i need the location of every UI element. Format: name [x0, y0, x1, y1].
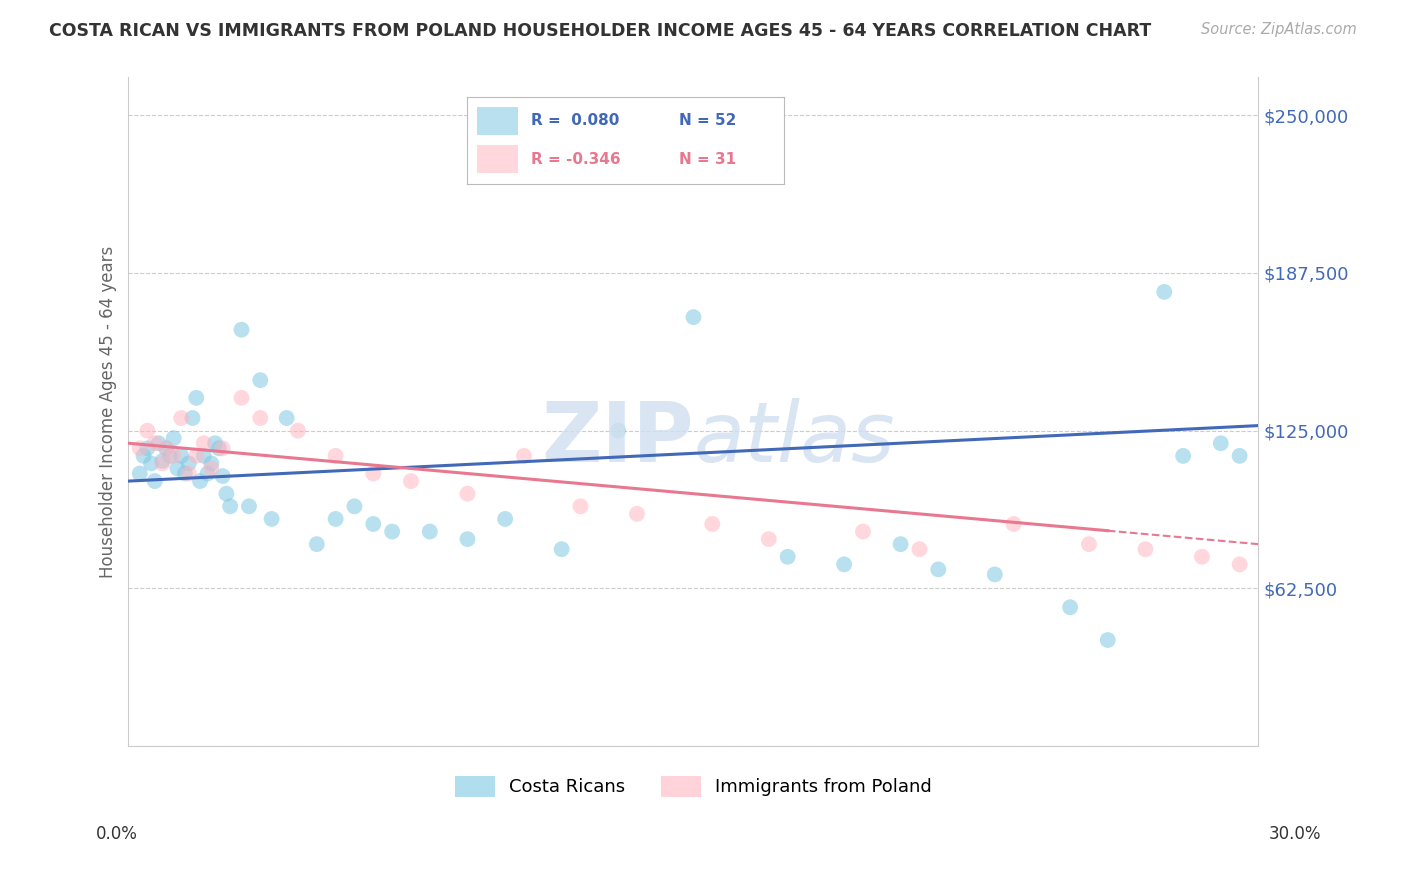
Point	[1135, 542, 1157, 557]
Point	[211, 469, 233, 483]
Point	[163, 431, 186, 445]
Point	[1002, 516, 1025, 531]
Point	[211, 442, 233, 456]
Point	[215, 486, 238, 500]
Point	[143, 436, 166, 450]
Y-axis label: Householder Income Ages 45 - 64 years: Householder Income Ages 45 - 64 years	[100, 245, 117, 578]
Point	[908, 542, 931, 557]
Point	[177, 467, 200, 481]
Point	[1078, 537, 1101, 551]
Point	[513, 449, 536, 463]
Point	[363, 516, 385, 531]
Point	[456, 532, 478, 546]
Point	[343, 500, 366, 514]
Point	[136, 424, 159, 438]
Point	[1097, 633, 1119, 648]
Point	[399, 474, 422, 488]
Point	[208, 442, 231, 456]
Point	[758, 532, 780, 546]
Point	[139, 457, 162, 471]
Point	[200, 461, 222, 475]
Point	[188, 474, 211, 488]
Point	[150, 454, 173, 468]
Point	[1229, 558, 1251, 572]
Point	[193, 436, 215, 450]
Text: 30.0%: 30.0%	[1270, 825, 1322, 843]
Point	[204, 436, 226, 450]
Legend: Costa Ricans, Immigrants from Poland: Costa Ricans, Immigrants from Poland	[447, 769, 939, 804]
Point	[128, 467, 150, 481]
Point	[456, 486, 478, 500]
Point	[325, 449, 347, 463]
Point	[132, 449, 155, 463]
Point	[143, 474, 166, 488]
Point	[305, 537, 328, 551]
Point	[177, 457, 200, 471]
Point	[170, 449, 193, 463]
Point	[197, 467, 219, 481]
Point	[287, 424, 309, 438]
Text: COSTA RICAN VS IMMIGRANTS FROM POLAND HOUSEHOLDER INCOME AGES 45 - 64 YEARS CORR: COSTA RICAN VS IMMIGRANTS FROM POLAND HO…	[49, 22, 1152, 40]
Point	[155, 442, 177, 456]
Point	[1153, 285, 1175, 299]
Point	[128, 442, 150, 456]
Point	[219, 500, 242, 514]
Point	[852, 524, 875, 539]
Text: ZIP: ZIP	[541, 398, 693, 479]
Point	[363, 467, 385, 481]
Point	[832, 558, 855, 572]
Point	[186, 449, 208, 463]
Point	[181, 411, 204, 425]
Point	[1059, 600, 1081, 615]
Point	[170, 411, 193, 425]
Point	[166, 461, 188, 475]
Point	[890, 537, 912, 551]
Point	[984, 567, 1007, 582]
Point	[494, 512, 516, 526]
Point	[607, 424, 630, 438]
Point	[682, 310, 704, 325]
Point	[231, 323, 253, 337]
Point	[1191, 549, 1213, 564]
Point	[150, 457, 173, 471]
Point	[174, 467, 197, 481]
Point	[159, 449, 181, 463]
Point	[1209, 436, 1232, 450]
Point	[155, 442, 177, 456]
Point	[136, 442, 159, 456]
Point	[249, 411, 271, 425]
Text: Source: ZipAtlas.com: Source: ZipAtlas.com	[1201, 22, 1357, 37]
Point	[238, 500, 260, 514]
Point	[381, 524, 404, 539]
Point	[276, 411, 298, 425]
Point	[776, 549, 799, 564]
Text: 0.0%: 0.0%	[96, 825, 138, 843]
Point	[419, 524, 441, 539]
Point	[927, 562, 949, 576]
Point	[163, 449, 186, 463]
Point	[569, 500, 592, 514]
Point	[325, 512, 347, 526]
Point	[260, 512, 283, 526]
Point	[626, 507, 648, 521]
Point	[249, 373, 271, 387]
Point	[148, 436, 170, 450]
Point	[186, 391, 208, 405]
Point	[1229, 449, 1251, 463]
Point	[702, 516, 724, 531]
Point	[200, 457, 222, 471]
Point	[193, 449, 215, 463]
Text: atlas: atlas	[693, 398, 896, 479]
Point	[231, 391, 253, 405]
Point	[1171, 449, 1194, 463]
Point	[550, 542, 572, 557]
